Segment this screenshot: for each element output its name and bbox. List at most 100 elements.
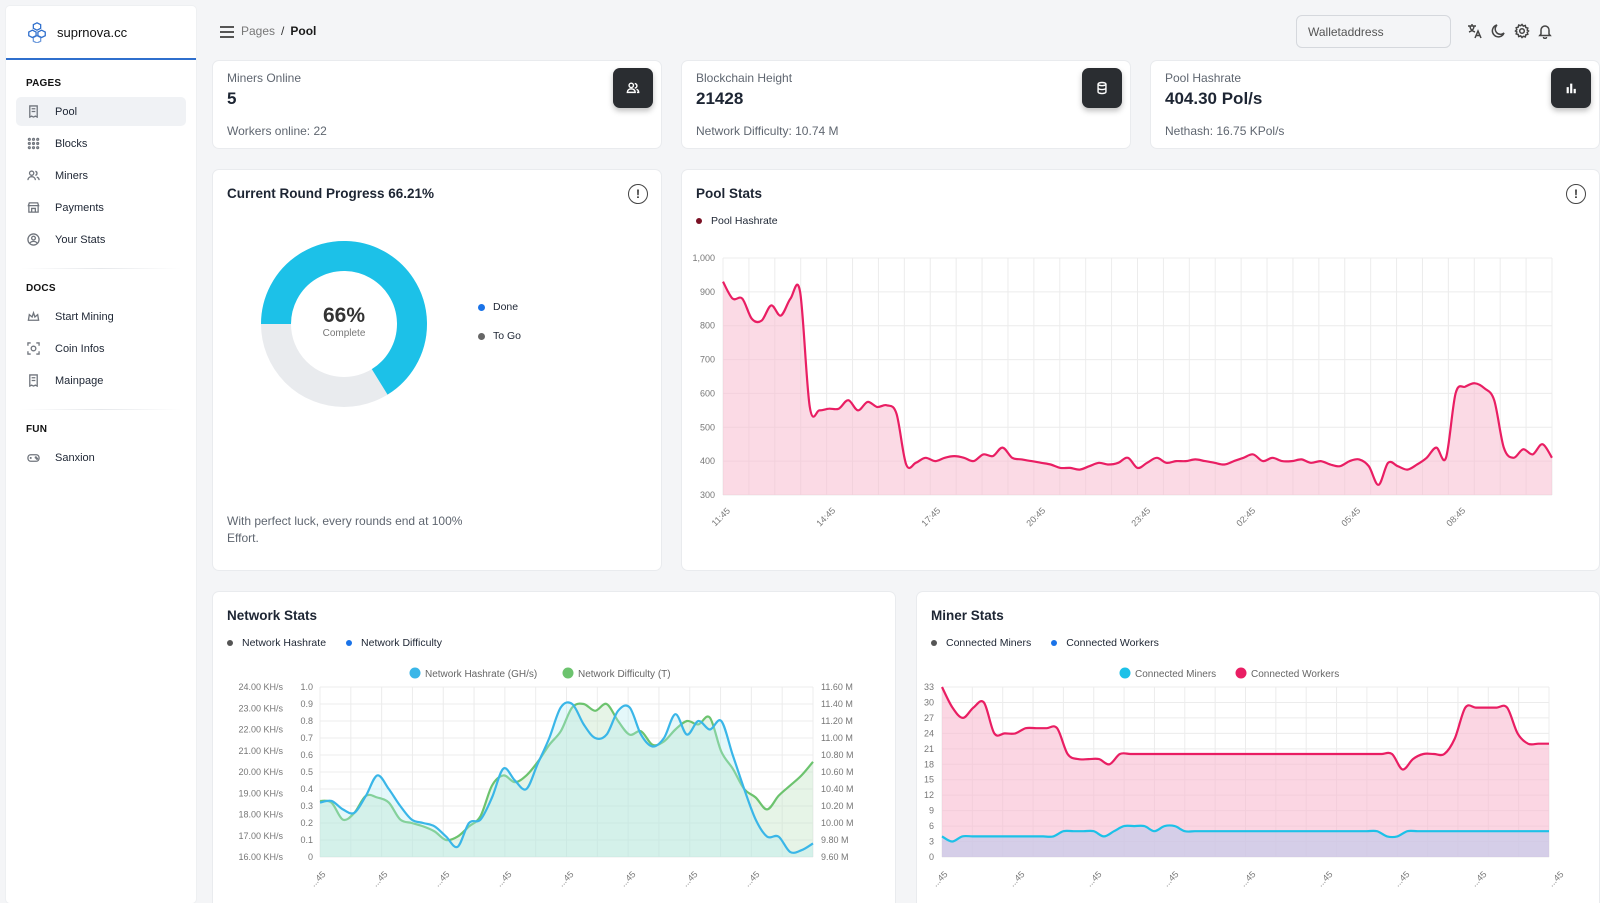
round-progress-card: Current Round Progress 66.21% ! 66% Comp… [213,170,661,570]
y-tick-label-left: 23.00 KH/s [238,703,283,713]
menu-toggle-icon[interactable] [220,26,234,38]
legend-togo-label: To Go [493,330,522,342]
blockchain-height-value: 21428 [696,89,744,108]
y-tick-label: 33 [924,682,934,692]
moon-icon[interactable] [1491,23,1507,39]
sidebar-item-miners[interactable]: Miners [16,161,186,190]
network-difficulty-line [319,702,814,842]
sidebar-item-coin-infos[interactable]: Coin Infos [16,334,186,363]
sidebar-item-your-stats[interactable]: Your Stats [16,225,186,254]
x-tick-label: ...45 [1238,869,1257,888]
sidebar-item-label: Mainpage [55,374,104,387]
pool-hashrate-line [722,281,1553,486]
pool-hashrate-area [723,281,1552,495]
receipt-icon [26,374,40,388]
legend-pool-hashrate-label: Pool Hashrate [711,215,778,227]
x-tick-label: 17:45 [919,505,942,528]
legend-connected-miners[interactable]: Connected Miners [931,637,1031,649]
miners-online-label: Miners Online [227,71,302,85]
y-tick-label: 18 [924,759,934,769]
gear-icon[interactable] [1514,23,1530,39]
legend-done[interactable]: Done [478,301,518,313]
nav-section-fun: FUN [26,424,48,435]
legend-dot [227,640,233,646]
sidebar-item-label: Miners [55,169,89,182]
legend-togo[interactable]: To Go [478,330,521,342]
sidebar-item-start-mining[interactable]: Start Mining [16,302,186,331]
pool-stats-card: Pool Stats ! Pool Hashrate 1,000 900 800 70… [682,170,1599,570]
info-icon[interactable]: ! [628,184,648,204]
y-tick-label-mid: 0.8 [300,716,313,726]
x-tick-label: 08:45 [1444,505,1467,528]
y-tick-label-left: 16.00 KH/s [238,852,283,862]
legend-connected-workers[interactable]: Connected Workers [1051,637,1159,649]
x-tick-label: 02:45 [1234,505,1257,528]
donut-label: Complete [322,328,366,339]
gamepad-icon [26,451,40,465]
sidebar-item-label: Sanxion [55,451,95,464]
x-tick-label: ...45 [1392,869,1411,888]
y-tick-label-mid: 0.9 [300,699,313,709]
y-tick-label-right: 10.00 M [821,818,854,828]
y-tick-label: 300 [700,490,715,500]
y-tick-label: 6 [929,821,934,831]
y-tick-label: 21 [924,744,934,754]
user-circle-icon [26,233,40,247]
y-tick-label-left: 20.00 KH/s [238,767,283,777]
x-tick-label: 23:45 [1129,505,1152,528]
sidebar-item-payments[interactable]: Payments [16,193,186,222]
y-tick-label-left: 22.00 KH/s [238,725,283,735]
y-tick-label-right: 11.20 M [821,716,853,726]
sidebar-item-sanxion[interactable]: Sanxion [16,443,186,472]
breadcrumb-parent[interactable]: Pages [241,24,276,38]
miner-stats-title: Miner Stats [931,608,1004,623]
y-tick-label-right: 10.60 M [821,767,854,777]
y-tick-label: 27 [924,713,934,723]
legend-pool-hashrate[interactable]: Pool Hashrate [696,215,778,227]
legend-dot [346,640,353,646]
brand[interactable]: suprnova.cc [6,6,196,60]
round-progress-title: Current Round Progress 66.21% [227,186,435,201]
x-tick-label: ...45 [370,869,389,888]
sidebar-item-label: Blocks [55,137,88,150]
translate-icon[interactable] [1467,23,1483,39]
breadcrumb-separator: / [281,24,285,38]
network-stats-card: Network Stats Network Hashrate Network D… [213,592,895,903]
network-difficulty-text: Network Difficulty: 10.74 M [696,124,839,138]
x-tick-label: ...45 [1546,869,1565,888]
crown-icon [26,310,40,324]
workers-online-text: Workers online: 22 [227,124,327,138]
network-hashrate-line [319,701,814,854]
nav-section-docs: DOCS [26,283,56,294]
nav-divider [21,409,181,410]
y-tick-label-right: 11.00 M [821,733,853,743]
sidebar: suprnova.cc PAGES Pool Blocks Miners Payment… [6,6,196,903]
legend-dot [931,640,937,646]
miner-stats-legend: Connected Miners Connected Workers [931,637,1179,649]
users-icon [26,169,40,183]
sidebar-item-mainpage[interactable]: Mainpage [16,366,186,395]
legend-network-hashrate[interactable]: Network Hashrate [227,637,326,649]
topbar: Pages / Pool [210,14,1590,50]
sidebar-item-blocks[interactable]: Blocks [16,129,186,158]
y-tick-label-right: 10.40 M [821,784,854,794]
x-tick-label: ...45 [618,869,637,888]
legend-network-difficulty[interactable]: Network Difficulty [346,637,442,649]
network-stats-legend: Network Hashrate Network Difficulty [227,637,462,649]
brand-name: suprnova.cc [57,24,128,40]
info-icon[interactable]: ! [1566,184,1586,204]
nav-section-pages: PAGES [26,78,62,89]
y-tick-label: 3 [929,837,934,847]
y-tick-label: 1,000 [692,253,715,263]
bell-icon[interactable] [1537,23,1553,40]
y-tick-label-mid: 0.4 [300,784,313,794]
donut-done-slice [261,241,427,395]
sidebar-item-pool[interactable]: Pool [16,97,186,126]
y-tick-label-right: 10.80 M [821,750,854,760]
sidebar-nav: PAGES Pool Blocks Miners Payments Your Stats D… [6,60,196,472]
wallet-address-input[interactable] [1296,15,1451,48]
pool-stats-title: Pool Stats [696,186,763,201]
x-tick-label: ...45 [1161,869,1180,888]
miners-online-value: 5 [227,89,237,108]
pool-hashrate-label: Pool Hashrate [1165,71,1242,85]
